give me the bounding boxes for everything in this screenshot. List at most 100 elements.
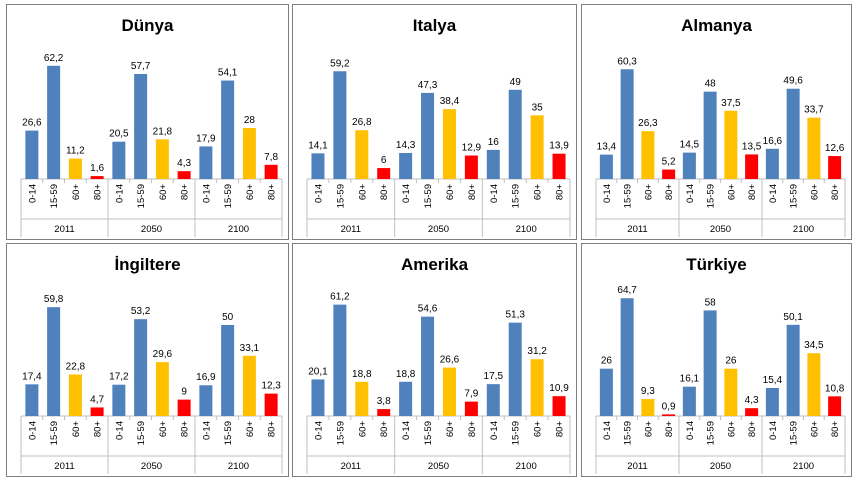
bar-2100-60plus xyxy=(242,355,256,416)
group-label-2050: 2050 xyxy=(141,224,162,235)
bar-2050-60plus xyxy=(155,139,169,179)
bar-2100-60plus xyxy=(530,359,544,416)
data-label-2050-80plus: 7,9 xyxy=(464,389,478,400)
bar-2100-60plus xyxy=(807,353,821,416)
bar-2050-15-59 xyxy=(134,73,148,179)
group-label-2050: 2050 xyxy=(710,224,731,235)
chart-svg-dunya: Dünya 2011 26,6 0-14 62,2 15-59 11,2 60+ 1,6 80+ 2… xyxy=(20,16,283,237)
data-label-2100-15-59: 50,1 xyxy=(783,312,803,323)
category-label-80plus: 80+ xyxy=(555,421,566,438)
data-label-2011-15-59: 60,3 xyxy=(617,56,637,67)
category-label-0-14: 0-14 xyxy=(114,184,125,203)
category-label-80plus: 80+ xyxy=(830,421,841,438)
group-label-2011: 2011 xyxy=(54,224,74,235)
data-label-2050-15-59: 54,6 xyxy=(418,304,438,315)
bar-2050-0-14 xyxy=(399,152,413,179)
data-label-2011-80plus: 1,6 xyxy=(90,163,104,174)
bar-2050-80plus xyxy=(464,155,478,179)
bar-2050-80plus xyxy=(464,401,478,416)
bar-2100-80plus xyxy=(552,153,566,179)
data-label-2100-0-14: 16,6 xyxy=(763,136,783,147)
group-label-2100: 2100 xyxy=(228,461,249,472)
chart-title: Italya xyxy=(413,16,457,35)
bar-2050-15-59 xyxy=(421,92,435,179)
group-label-2100: 2100 xyxy=(793,224,814,235)
category-label-0-14: 0-14 xyxy=(201,421,212,440)
category-label-80plus: 80+ xyxy=(664,421,675,438)
bar-2011-60plus xyxy=(641,399,655,416)
bar-2050-60plus xyxy=(724,110,738,179)
data-label-2050-0-14: 14,3 xyxy=(396,140,416,151)
bar-2011-15-59 xyxy=(333,304,347,416)
group-label-2100: 2100 xyxy=(516,461,537,472)
category-label-15-59: 15-59 xyxy=(423,421,434,445)
bar-2011-60plus xyxy=(68,374,82,416)
category-label-60plus: 60+ xyxy=(357,184,368,201)
data-label-2100-60plus: 33,7 xyxy=(804,105,824,116)
bar-2100-0-14 xyxy=(765,148,779,179)
bar-2011-80plus xyxy=(662,414,676,416)
data-label-2050-80plus: 9 xyxy=(181,387,187,398)
category-label-60plus: 60+ xyxy=(726,421,737,438)
bar-2050-15-59 xyxy=(134,319,148,416)
data-label-2100-80plus: 10,9 xyxy=(549,383,569,394)
chart-svg-amerika: Amerika 2011 20,1 0-14 61,2 15-59 18,8 60+ 3,8 80… xyxy=(306,255,571,474)
group-label-2050: 2050 xyxy=(710,461,731,472)
category-label-80plus: 80+ xyxy=(555,184,566,201)
bar-2100-80plus xyxy=(552,396,566,416)
bar-2050-60plus xyxy=(155,362,169,416)
bar-2100-0-14 xyxy=(765,387,779,416)
group-label-2100: 2100 xyxy=(228,224,249,235)
data-label-2100-0-14: 16,9 xyxy=(196,372,216,383)
category-label-0-14: 0-14 xyxy=(685,184,696,203)
data-label-2050-60plus: 26,6 xyxy=(440,355,460,366)
data-label-2011-0-14: 26 xyxy=(601,356,613,367)
chart-svg-almanya: Almanya 2011 13,4 0-14 60,3 15-59 26,3 60+ 5,2 80… xyxy=(595,16,846,237)
category-label-15-59: 15-59 xyxy=(423,184,434,208)
bar-2100-0-14 xyxy=(486,384,500,416)
category-label-60plus: 60+ xyxy=(643,421,654,438)
bar-2050-0-14 xyxy=(112,384,126,416)
data-label-2050-0-14: 14,5 xyxy=(680,140,700,151)
data-label-2011-0-14: 13,4 xyxy=(597,142,617,153)
bar-2050-15-59 xyxy=(703,91,717,179)
category-label-15-59: 15-59 xyxy=(789,184,800,208)
chart-panel-dunya: Dünya 2011 26,6 0-14 62,2 15-59 11,2 60+ 1,6 80+ 2… xyxy=(6,4,289,240)
data-label-2011-0-14: 17,4 xyxy=(22,371,42,382)
data-label-2050-15-59: 57,7 xyxy=(131,61,151,72)
bar-2011-0-14 xyxy=(311,153,325,179)
data-label-2100-15-59: 49 xyxy=(510,77,522,88)
category-label-60plus: 60+ xyxy=(245,421,256,438)
category-label-80plus: 80+ xyxy=(747,184,758,201)
category-label-60plus: 60+ xyxy=(533,421,544,438)
category-label-80plus: 80+ xyxy=(180,421,191,438)
bar-2011-15-59 xyxy=(333,71,347,179)
data-label-2011-0-14: 20,1 xyxy=(308,366,328,377)
chart-svg-turkiye: Türkiye 2011 26 0-14 64,7 15-59 9,3 60+ 0,9 80+ 20… xyxy=(595,255,846,474)
category-label-0-14: 0-14 xyxy=(685,421,696,440)
bar-2100-15-59 xyxy=(786,324,800,416)
category-label-0-14: 0-14 xyxy=(489,421,500,440)
category-label-60plus: 60+ xyxy=(71,184,82,201)
category-label-80plus: 80+ xyxy=(379,421,390,438)
bar-2011-0-14 xyxy=(599,154,613,179)
bar-2011-60plus xyxy=(641,131,655,179)
chart-title: Almanya xyxy=(681,16,752,35)
data-label-2011-80plus: 5,2 xyxy=(662,157,676,168)
category-label-15-59: 15-59 xyxy=(335,184,346,208)
category-label-15-59: 15-59 xyxy=(706,184,717,208)
category-label-80plus: 80+ xyxy=(93,421,104,438)
bar-2050-60plus xyxy=(724,368,738,416)
data-label-2011-60plus: 26,8 xyxy=(352,117,372,128)
category-label-80plus: 80+ xyxy=(267,184,278,201)
data-label-2100-15-59: 51,3 xyxy=(505,310,525,321)
data-label-2100-80plus: 13,9 xyxy=(549,141,569,152)
bar-2011-15-59 xyxy=(47,307,61,416)
category-label-80plus: 80+ xyxy=(747,421,758,438)
bar-2050-15-59 xyxy=(421,316,435,416)
chart-title: Amerika xyxy=(401,255,469,274)
bar-2011-80plus xyxy=(90,176,104,179)
category-label-60plus: 60+ xyxy=(445,184,456,201)
data-label-2011-15-59: 62,2 xyxy=(44,53,64,64)
